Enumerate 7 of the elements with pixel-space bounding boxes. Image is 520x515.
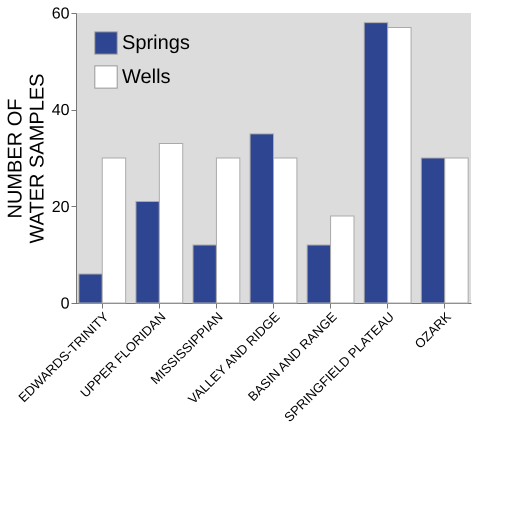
legend-label: Springs (122, 32, 190, 54)
y-tick-label: 0 (60, 296, 70, 312)
y-tick-label: 40 (52, 102, 70, 120)
y-axis-title: NUMBER OF WATER SAMPLES (4, 73, 49, 244)
y-tick-label: 60 (52, 6, 70, 22)
y-tick-label: 20 (52, 198, 70, 216)
legend-label: Wells (122, 66, 171, 88)
